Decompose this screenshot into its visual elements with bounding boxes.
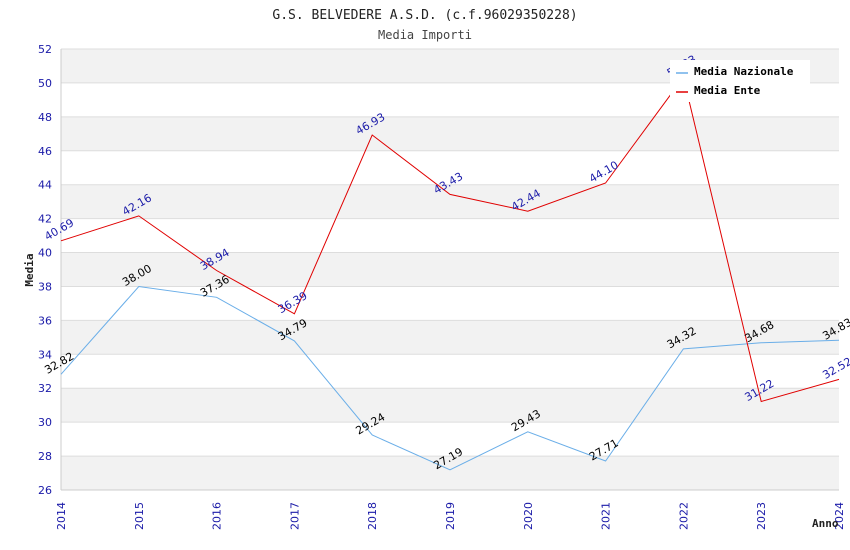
y-tick-label: 36: [38, 314, 52, 327]
series-line-media-nazionale: [60, 285, 840, 471]
legend-label-media-ente: Media Ente: [694, 84, 761, 97]
y-tick-label: 46: [38, 145, 52, 158]
x-tick-label: 2018: [366, 502, 379, 530]
x-tick-label: 2020: [522, 502, 535, 530]
legend-label-media-nazionale: Media Nazionale: [694, 65, 794, 78]
grid-band: [61, 116, 839, 151]
legend-box: [670, 60, 810, 102]
data-label: 32.52: [820, 355, 850, 382]
axes: 26 28 30 32 34 36 38 40 42 44 46 48 50 52 2014 2015 2016…: [38, 43, 846, 530]
y-tick-label: 38: [38, 280, 52, 293]
y-tick-label: 32: [38, 382, 52, 395]
y-tick-label: 40: [38, 247, 52, 260]
y-axis-label: Media: [23, 253, 36, 286]
y-tick-label: 26: [38, 484, 52, 497]
y-tick-label: 52: [38, 43, 52, 56]
x-tick-label: 2019: [444, 502, 457, 530]
chart-title: G.S. BELVEDERE A.S.D. (c.f.96029350228): [272, 8, 577, 23]
chart-subtitle: Media Importi: [378, 28, 472, 42]
x-tick-label: 2021: [600, 502, 613, 530]
x-tick-label: 2023: [755, 502, 768, 530]
y-tick-label: 50: [38, 77, 52, 90]
series-lines: [60, 76, 840, 471]
x-tick-label: 2022: [677, 502, 690, 530]
y-tick-label: 28: [38, 450, 52, 463]
grid-band: [61, 184, 839, 219]
y-tick-label: 44: [38, 179, 52, 192]
grid-band: [61, 320, 839, 355]
y-tick-label: 42: [38, 213, 52, 226]
x-tick-label: 2016: [211, 502, 224, 530]
data-label: 44.10: [587, 158, 621, 185]
grid: [61, 48, 839, 491]
x-tick-label: 2015: [133, 502, 146, 530]
grid-band: [61, 252, 839, 287]
y-tick-label: 48: [38, 111, 52, 124]
legend: Media Nazionale Media Ente: [670, 60, 810, 102]
y-tick-label: 34: [38, 348, 52, 361]
x-axis-label: Anno: [812, 517, 839, 530]
grid-band: [61, 388, 839, 423]
x-tick-label: 2024: [833, 502, 846, 530]
x-tick-label: 2014: [55, 502, 68, 530]
x-tick-label: 2017: [288, 502, 301, 530]
data-label: 36.39: [276, 289, 310, 316]
grid-band: [61, 456, 839, 490]
series-line-media-ente: [60, 76, 840, 403]
y-tick-label: 30: [38, 416, 52, 429]
